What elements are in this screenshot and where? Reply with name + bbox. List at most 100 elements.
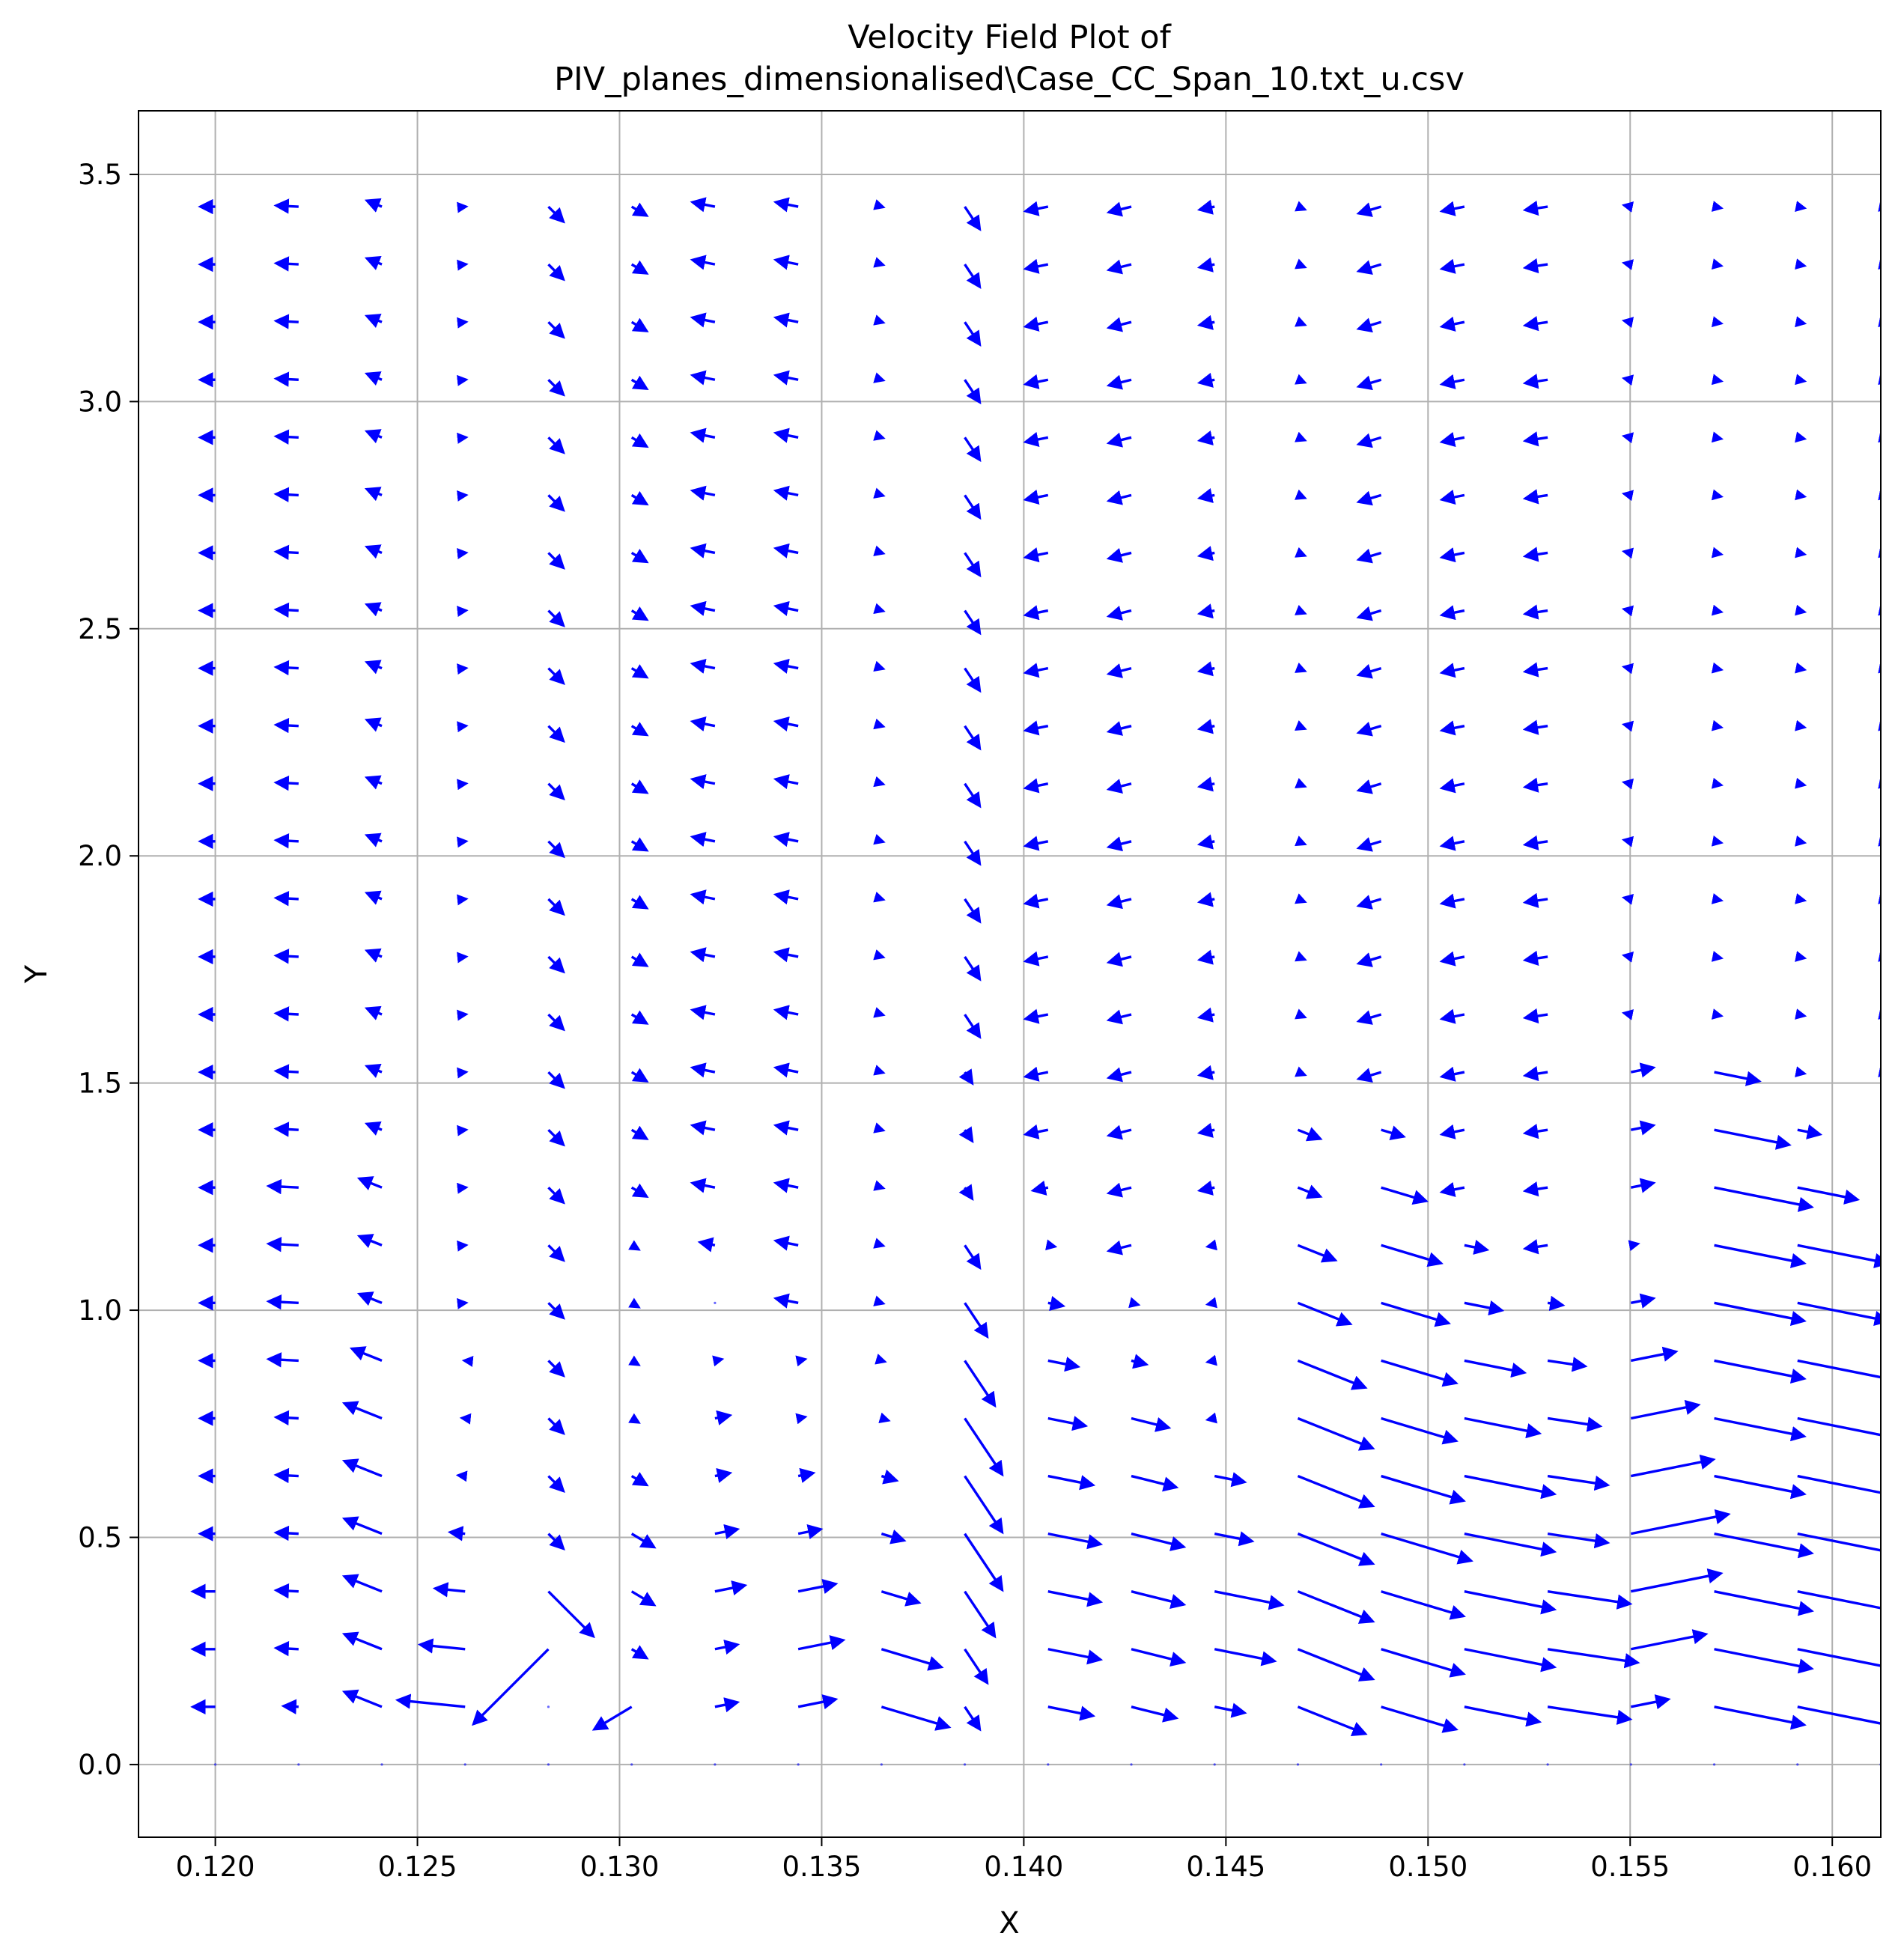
velocity-arrow — [1295, 893, 1307, 904]
velocity-arrow — [797, 1694, 839, 1710]
velocity-arrow — [773, 832, 799, 847]
velocity-arrows — [190, 197, 1881, 1766]
velocity-arrow — [1295, 662, 1307, 673]
velocity-arrow — [417, 1638, 466, 1654]
velocity-arrow — [1023, 778, 1049, 794]
velocity-arrow — [873, 487, 886, 499]
velocity-arrow — [1522, 316, 1548, 332]
velocity-arrow — [273, 198, 299, 214]
velocity-arrow — [1030, 1180, 1049, 1196]
velocity-arrow — [1196, 257, 1215, 273]
velocity-arrow — [1205, 1297, 1217, 1309]
velocity-arrow — [1631, 1293, 1656, 1309]
velocity-arrow — [1714, 1705, 1807, 1730]
velocity-arrow — [273, 429, 299, 445]
velocity-arrow — [1439, 1181, 1465, 1197]
velocity-arrow — [628, 1297, 641, 1309]
velocity-arrow — [873, 891, 886, 903]
velocity-arrow — [1522, 1181, 1548, 1197]
velocity-arrow — [958, 1184, 974, 1202]
velocity-arrow — [964, 898, 982, 924]
velocity-arrow — [630, 1472, 649, 1487]
velocity-arrow — [1795, 374, 1807, 386]
velocity-arrow — [1522, 662, 1548, 678]
plot-frame — [138, 110, 1882, 1838]
velocity-arrow — [773, 543, 799, 559]
velocity-arrow — [1711, 316, 1724, 328]
velocity-arrow — [1128, 1297, 1141, 1309]
velocity-arrow — [773, 485, 799, 501]
velocity-arrow — [1205, 1412, 1217, 1424]
velocity-arrow — [1047, 1474, 1096, 1491]
velocity-arrow — [1047, 1532, 1104, 1550]
x-tick-label: 0.140 — [984, 1851, 1063, 1883]
velocity-arrow — [1631, 1399, 1701, 1420]
zero-vector-dot — [880, 1763, 883, 1766]
velocity-arrow — [1711, 719, 1724, 731]
velocity-arrow — [1464, 1532, 1557, 1557]
velocity-arrow — [1711, 662, 1724, 674]
velocity-arrow — [773, 889, 799, 905]
velocity-arrow — [1023, 374, 1049, 389]
velocity-arrow — [1621, 547, 1634, 559]
velocity-arrow — [1439, 547, 1465, 563]
velocity-arrow — [547, 494, 565, 512]
velocity-arrow — [690, 197, 716, 213]
velocity-arrow — [1631, 1694, 1671, 1710]
velocity-arrow — [273, 602, 299, 618]
velocity-arrow — [1381, 1301, 1451, 1327]
velocity-arrow — [1522, 489, 1548, 505]
velocity-arrow — [964, 782, 982, 809]
velocity-arrow — [1714, 1590, 1814, 1616]
velocity-arrow — [1621, 490, 1634, 502]
zero-vector-dot — [1796, 1763, 1799, 1766]
velocity-arrow — [630, 490, 649, 506]
velocity-arrow — [1297, 1590, 1375, 1624]
velocity-arrow — [1439, 201, 1465, 216]
velocity-arrow — [964, 1705, 982, 1732]
velocity-arrow — [1381, 1590, 1466, 1620]
velocity-arrow — [773, 1178, 799, 1193]
velocity-arrow — [1621, 374, 1634, 386]
velocity-arrow — [273, 891, 299, 907]
velocity-arrow — [1439, 374, 1465, 389]
velocity-arrow — [1631, 1062, 1656, 1078]
velocity-arrow — [547, 1187, 565, 1205]
velocity-arrow — [1547, 1532, 1610, 1549]
velocity-arrow — [1295, 374, 1307, 385]
velocity-arrow — [356, 1176, 383, 1190]
velocity-arrow — [1106, 606, 1132, 621]
velocity-arrow — [964, 1648, 989, 1685]
y-axis-label: Y — [19, 964, 54, 984]
velocity-arrow — [1795, 431, 1807, 443]
velocity-arrow — [964, 667, 982, 693]
velocity-arrow — [364, 429, 383, 444]
velocity-arrow — [447, 1526, 466, 1541]
velocity-arrow — [795, 1355, 808, 1367]
y-tick-label: 0.0 — [78, 1749, 122, 1781]
velocity-arrow — [1711, 835, 1724, 847]
velocity-arrow — [1356, 375, 1382, 391]
velocity-arrow — [964, 1360, 997, 1408]
velocity-arrow — [1356, 548, 1382, 564]
velocity-arrow — [1795, 893, 1807, 904]
velocity-arrow — [1023, 951, 1049, 967]
velocity-arrow — [630, 1068, 649, 1083]
velocity-arrow — [1621, 1009, 1634, 1020]
velocity-arrow — [873, 1180, 886, 1191]
zero-vector-dot — [714, 1763, 717, 1766]
velocity-arrow — [1106, 317, 1132, 332]
velocity-arrow — [273, 544, 299, 560]
zero-vector-dot — [1712, 1763, 1716, 1766]
velocity-arrow — [1621, 952, 1634, 963]
velocity-arrow — [1196, 199, 1215, 215]
velocity-arrow — [341, 1516, 383, 1536]
velocity-arrow — [395, 1693, 466, 1709]
velocity-arrow — [364, 717, 383, 732]
velocity-arrow — [1547, 1416, 1603, 1432]
velocity-arrow — [1621, 836, 1634, 847]
velocity-arrow — [880, 1529, 907, 1544]
zero-vector-dot — [463, 1763, 466, 1766]
velocity-arrow — [1106, 1240, 1132, 1256]
velocity-arrow — [773, 1005, 799, 1020]
